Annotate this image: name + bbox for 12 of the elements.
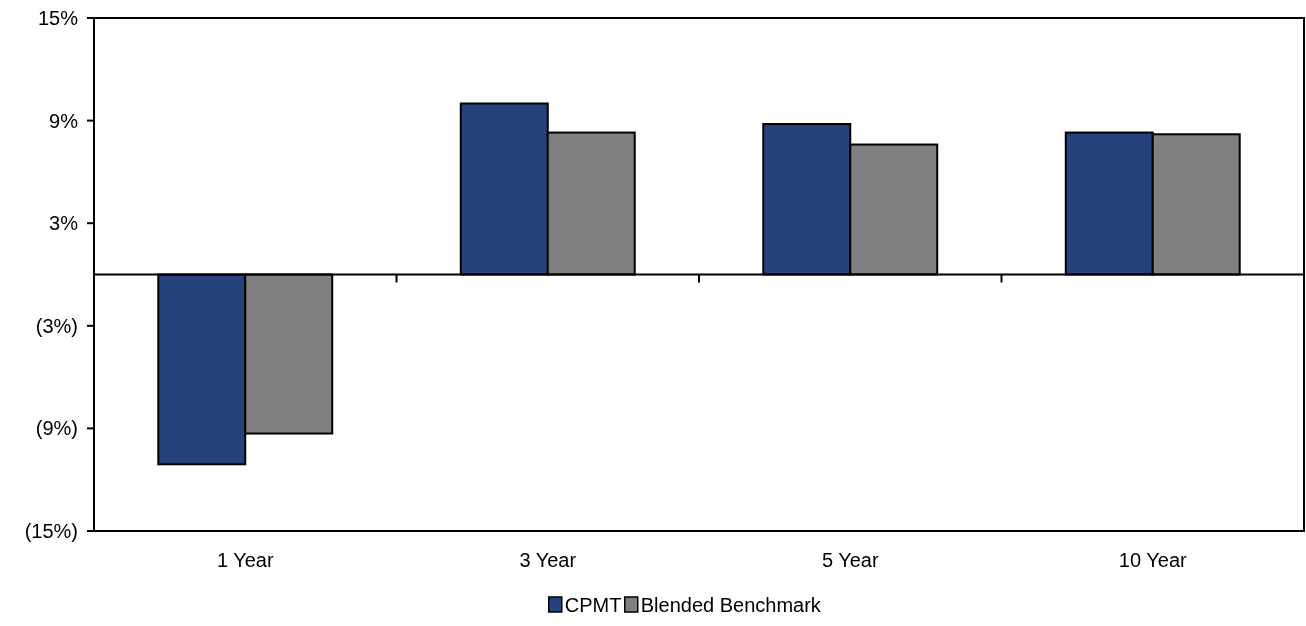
x-tick-label: 3 Year [519, 549, 577, 571]
y-tick-label: (15%) [24, 520, 78, 542]
y-tick-label: 3% [49, 212, 79, 235]
legend-label: Blended Benchmark [640, 594, 822, 616]
x-tick-label: 10 Year [1118, 549, 1188, 571]
y-tick-label: (9%) [35, 417, 78, 440]
x-tick-label: 1 Year [216, 549, 274, 571]
y-tick-label: 15% [37, 7, 79, 29]
y-tick-label: 9% [49, 109, 79, 132]
legend-label: CPMT [564, 594, 622, 616]
x-tick-label: 5 Year [821, 549, 879, 571]
y-tick-label: (3%) [35, 314, 78, 337]
